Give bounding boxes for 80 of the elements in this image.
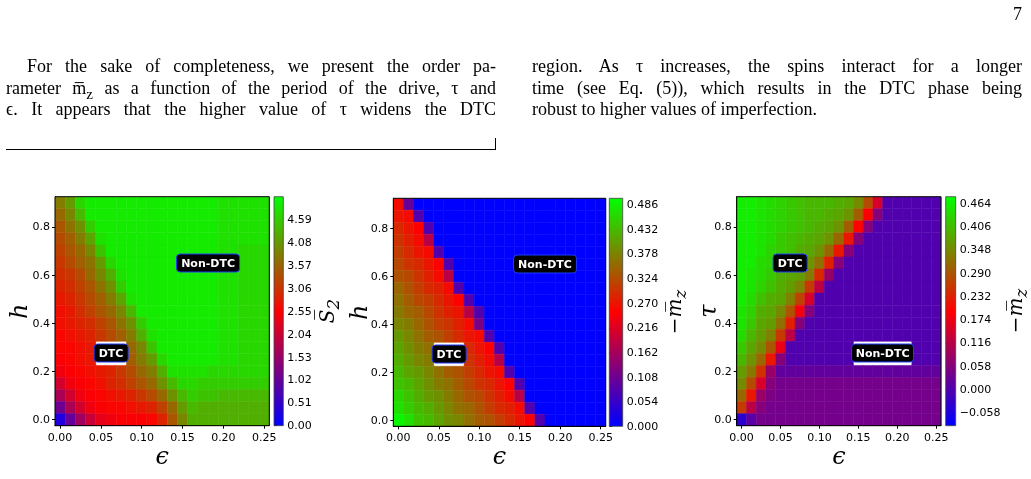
color-bar-label: 0.378 [626, 247, 659, 261]
color-bar-label: 0.00 [287, 419, 312, 433]
annotation: DTC [93, 343, 129, 363]
y-axis-title: h [5, 303, 33, 319]
color-bar-label: 2.04 [287, 327, 312, 341]
y-tick-label: 0.2 [714, 364, 732, 378]
x-axis-title: ϵ [492, 442, 507, 471]
color-bar-label: 2.55 [287, 304, 312, 318]
text: ϵ. It appears that the higher value of τ widens the DTC [6, 99, 496, 121]
color-bar-label: 0.174 [959, 313, 992, 327]
x-tick-label: 0.25 [923, 430, 949, 444]
color-bar-label: 0.348 [959, 243, 992, 257]
color-bar-label: 3.57 [287, 258, 312, 272]
y-tick-label: 0.6 [714, 268, 732, 282]
color-bar-label: 0.324 [626, 272, 659, 286]
x-tick-label: 0.20 [547, 431, 573, 445]
text: robust to higher values of imperfection. [532, 99, 818, 121]
x-tick-label: 0.10 [467, 431, 492, 445]
x-tick-label: 0.10 [807, 430, 832, 444]
color-bar-label: 4.08 [287, 236, 312, 249]
color-bar-label: 0.406 [959, 219, 992, 233]
x-tick-label: 0.25 [251, 430, 277, 444]
color-bar-label: 0.116 [959, 336, 992, 350]
y-tick-label: 0.6 [32, 268, 50, 282]
x-tick-label: 0.00 [386, 431, 411, 445]
y-tick-label: 0.2 [370, 365, 389, 379]
color-bar-label: 0.51 [287, 396, 312, 410]
y-tick-label: 0.0 [32, 413, 50, 427]
annotation: Non-DTC [850, 343, 915, 363]
x-tick-label: 0.20 [211, 430, 236, 444]
color-bar-label: 0.058 [959, 359, 992, 373]
x-axis-title: ϵ [832, 441, 846, 470]
y-tick-label: 0.2 [32, 364, 50, 378]
x-tick-label: 0.15 [507, 431, 532, 445]
x-tick-label: 0.05 [426, 431, 452, 445]
color-bar-label: 1.53 [287, 350, 312, 364]
x-axis-title: ϵ [155, 441, 169, 470]
y-tick-label: 0.4 [714, 316, 732, 330]
x-tick-label: 0.20 [884, 430, 910, 444]
x-tick-label: 0.05 [88, 430, 114, 444]
color-bar-label: 1.02 [287, 373, 312, 387]
y-tick-label: 0.6 [370, 269, 389, 283]
color-bar-label: 0.000 [959, 383, 992, 397]
x-tick-label: 0.25 [588, 431, 613, 445]
color-bar-label: 0.270 [626, 296, 659, 310]
y-tick-label: 0.8 [714, 220, 732, 234]
text: time (see Eq. (5)), which results in the DTC phase being [532, 77, 1022, 99]
color-bar-label: 0.464 [959, 196, 992, 210]
color-bar-label: 0.290 [959, 266, 992, 280]
y-tick-label: 0.0 [714, 413, 732, 427]
color-bar-label: 0.216 [626, 321, 659, 335]
x-tick-label: 0.10 [129, 430, 154, 444]
color-bar-label: 0.000 [626, 419, 659, 433]
x-tick-label: 0.15 [170, 430, 195, 444]
annotation: Non-DTC [513, 254, 577, 274]
annotation: Non-DTC [176, 253, 241, 273]
x-tick-label: 0.05 [768, 430, 793, 444]
y-tick-label: 0.0 [370, 413, 389, 427]
text: rameter m̅$_{z}$ as a function of the period of the drive, τ and [6, 77, 496, 102]
color-bar-label: 3.06 [287, 281, 312, 295]
color-bar-label: 0.108 [626, 370, 659, 384]
x-tick-label: 0.15 [846, 430, 871, 444]
text: region. As τ increases, the spins interact for a longer [532, 56, 1022, 78]
color-bar-label: 4.59 [287, 213, 312, 227]
text: For the sake of completeness, we present the order pa- [27, 56, 496, 78]
color-bar-label: −0.058 [959, 406, 1001, 420]
color-bar-label: 0.232 [959, 289, 992, 303]
color-bar-label: 0.162 [626, 345, 659, 359]
x-tick-label: 0.00 [729, 430, 754, 444]
x-tick-label: 0.00 [47, 430, 73, 444]
y-tick-label: 0.8 [370, 221, 389, 235]
color-bar-label: 0.432 [626, 222, 659, 236]
y-axis-title: τ [693, 303, 722, 318]
annotation: DTC [431, 344, 467, 364]
color-bar-label: 0.054 [626, 395, 659, 409]
y-tick-label: 0.4 [32, 316, 50, 330]
y-tick-label: 0.8 [32, 220, 50, 234]
color-bar-label: 0.486 [626, 198, 659, 212]
text: 7 [1013, 3, 1022, 25]
annotation: DTC [772, 253, 808, 273]
